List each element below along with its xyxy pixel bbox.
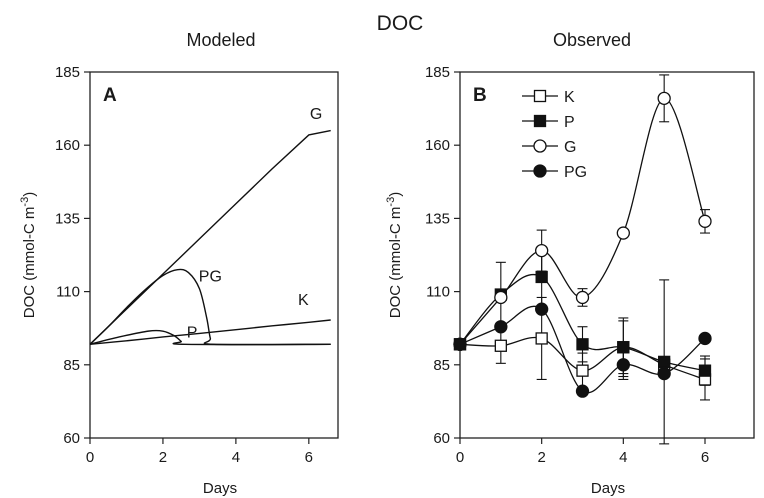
legend-marker-g	[533, 139, 547, 153]
series-line-g	[459, 97, 706, 345]
panel-b-label: B	[473, 85, 487, 106]
panel-a-ticks: 60 85 110 135 160 185 0 2 4 6	[55, 64, 313, 466]
panel-a-modeled: Modeled A Days DOC (mmol-C m-3) 60851101…	[19, 30, 339, 497]
data-point-g	[535, 243, 549, 258]
data-point-p	[658, 355, 671, 369]
legend-label-k: K	[564, 89, 575, 106]
y-tick-label: 185	[55, 64, 80, 81]
x-tick-label: 6	[701, 449, 709, 466]
data-point-p	[698, 364, 712, 377]
y-tick-label: 110	[426, 284, 450, 301]
data-point-g	[575, 290, 590, 305]
panel-b-x-axis-label: Days	[591, 480, 625, 497]
data-point-g	[616, 226, 630, 240]
panel-b-y-axis-label: DOC (mmol-C m-3)	[385, 192, 404, 318]
x-tick-label: 2	[159, 449, 167, 466]
data-point-pg	[657, 366, 671, 381]
curve-label-g: G	[310, 106, 322, 123]
panel-a-x-axis-label: Days	[203, 480, 237, 497]
legend-marker-k	[533, 89, 547, 103]
y-tick-label: 160	[55, 137, 80, 154]
curve-label-p: P	[187, 325, 198, 342]
data-point-g	[494, 290, 508, 305]
data-point-pg	[698, 331, 712, 346]
data-point-k	[535, 332, 548, 345]
panel-a-plot-frame	[89, 71, 339, 439]
legend-marker-pg	[533, 164, 547, 178]
y-tick-label: 135	[55, 210, 80, 227]
y-tick-label: 60	[433, 430, 450, 447]
data-point-p	[617, 341, 630, 354]
data-point-pg	[453, 337, 467, 351]
x-tick-label: 4	[619, 449, 627, 466]
panel-b-observed: Observed B Days DOC (mmol-C m-3) 6085110…	[385, 30, 755, 497]
y-tick-label: 60	[63, 430, 80, 447]
y-tick-label: 85	[433, 357, 450, 374]
panel-b-ticks: 60 85 110 135 160 185 0 2 4 6	[425, 64, 709, 466]
y-tick-label: 135	[425, 210, 450, 227]
panel-a-series: G PG K P	[89, 106, 331, 346]
y-tick-label: 85	[63, 357, 80, 374]
data-point-pg	[494, 320, 508, 334]
data-point-p	[576, 338, 589, 351]
data-point-k	[494, 339, 507, 352]
panel-b-series	[453, 74, 712, 445]
panel-a-subtitle: Modeled	[186, 30, 255, 50]
x-tick-label: 0	[86, 449, 94, 466]
data-point-pg	[616, 358, 630, 372]
panel-b-subtitle: Observed	[553, 30, 631, 50]
data-point-g	[698, 214, 712, 228]
legend-marker-p	[533, 114, 547, 128]
x-tick-label: 0	[456, 449, 464, 466]
curve-label-pg: PG	[199, 268, 222, 285]
data-point-p	[535, 270, 548, 284]
legend-label-p: P	[564, 114, 575, 131]
x-tick-label: 6	[305, 449, 313, 466]
curve-pg	[89, 268, 331, 346]
data-point-pg	[575, 384, 590, 398]
curve-label-k: K	[298, 292, 309, 309]
x-tick-label: 2	[537, 449, 545, 466]
curve-g	[89, 129, 331, 345]
panel-a-y-axis-label: DOC (mmol-C m-3)	[19, 192, 38, 318]
legend-label-pg: PG	[564, 164, 587, 181]
data-point-pg	[535, 302, 549, 316]
data-point-g	[657, 91, 671, 106]
curve-p	[89, 329, 331, 346]
y-tick-label: 160	[425, 137, 450, 154]
data-point-k	[576, 364, 589, 377]
legend-label-g: G	[564, 139, 576, 156]
panel-b-plot-frame	[459, 71, 755, 439]
x-tick-label: 4	[232, 449, 240, 466]
figure-title: DOC	[377, 12, 424, 35]
y-tick-label: 185	[425, 64, 450, 81]
y-tick-label: 110	[56, 284, 80, 301]
curve-k	[89, 319, 331, 346]
panel-a-label: A	[103, 85, 117, 106]
